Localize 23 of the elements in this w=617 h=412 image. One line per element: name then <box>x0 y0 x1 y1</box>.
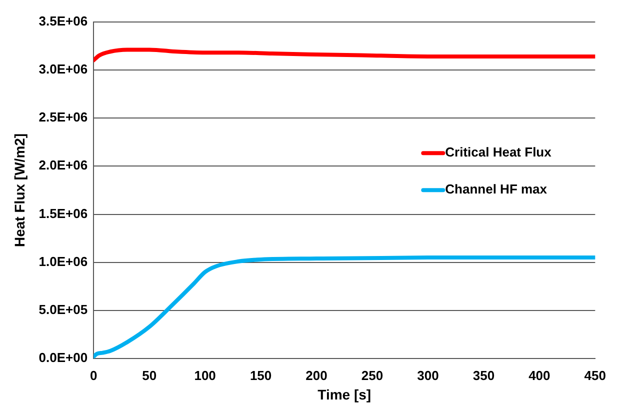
x-tick-label: 450 <box>584 368 606 383</box>
x-tick-label: 400 <box>528 368 550 383</box>
y-tick-label: 1.0E+06 <box>38 254 88 269</box>
legend-label: Critical Heat Flux <box>445 144 552 160</box>
x-tick-label: 150 <box>250 368 272 383</box>
x-tick-label: 350 <box>472 368 495 383</box>
y-tick-label: 2.5E+06 <box>38 110 88 125</box>
y-tick-label: 3.5E+06 <box>38 13 88 28</box>
x-axis-title: Time [s] <box>318 386 372 402</box>
x-tick-label: 200 <box>306 368 328 383</box>
y-tick-label: 2.0E+06 <box>38 158 88 173</box>
y-tick-label: 3.0E+06 <box>38 61 88 76</box>
legend-label: Channel HF max <box>445 182 548 197</box>
y-axis-title: Heat Flux [W/m2] <box>11 133 28 247</box>
line-series <box>94 48 596 62</box>
y-tick-label: 0.0E+00 <box>38 350 88 366</box>
x-tick-label: 100 <box>194 368 216 383</box>
y-tick-label: 1.5E+06 <box>38 206 88 221</box>
x-tick-label: 250 <box>361 368 384 383</box>
x-tick-label: 0 <box>90 368 98 383</box>
x-tick-label: 50 <box>142 368 157 383</box>
x-tick-label: 300 <box>417 368 439 383</box>
y-tick-label: 5.0E+05 <box>38 302 88 318</box>
